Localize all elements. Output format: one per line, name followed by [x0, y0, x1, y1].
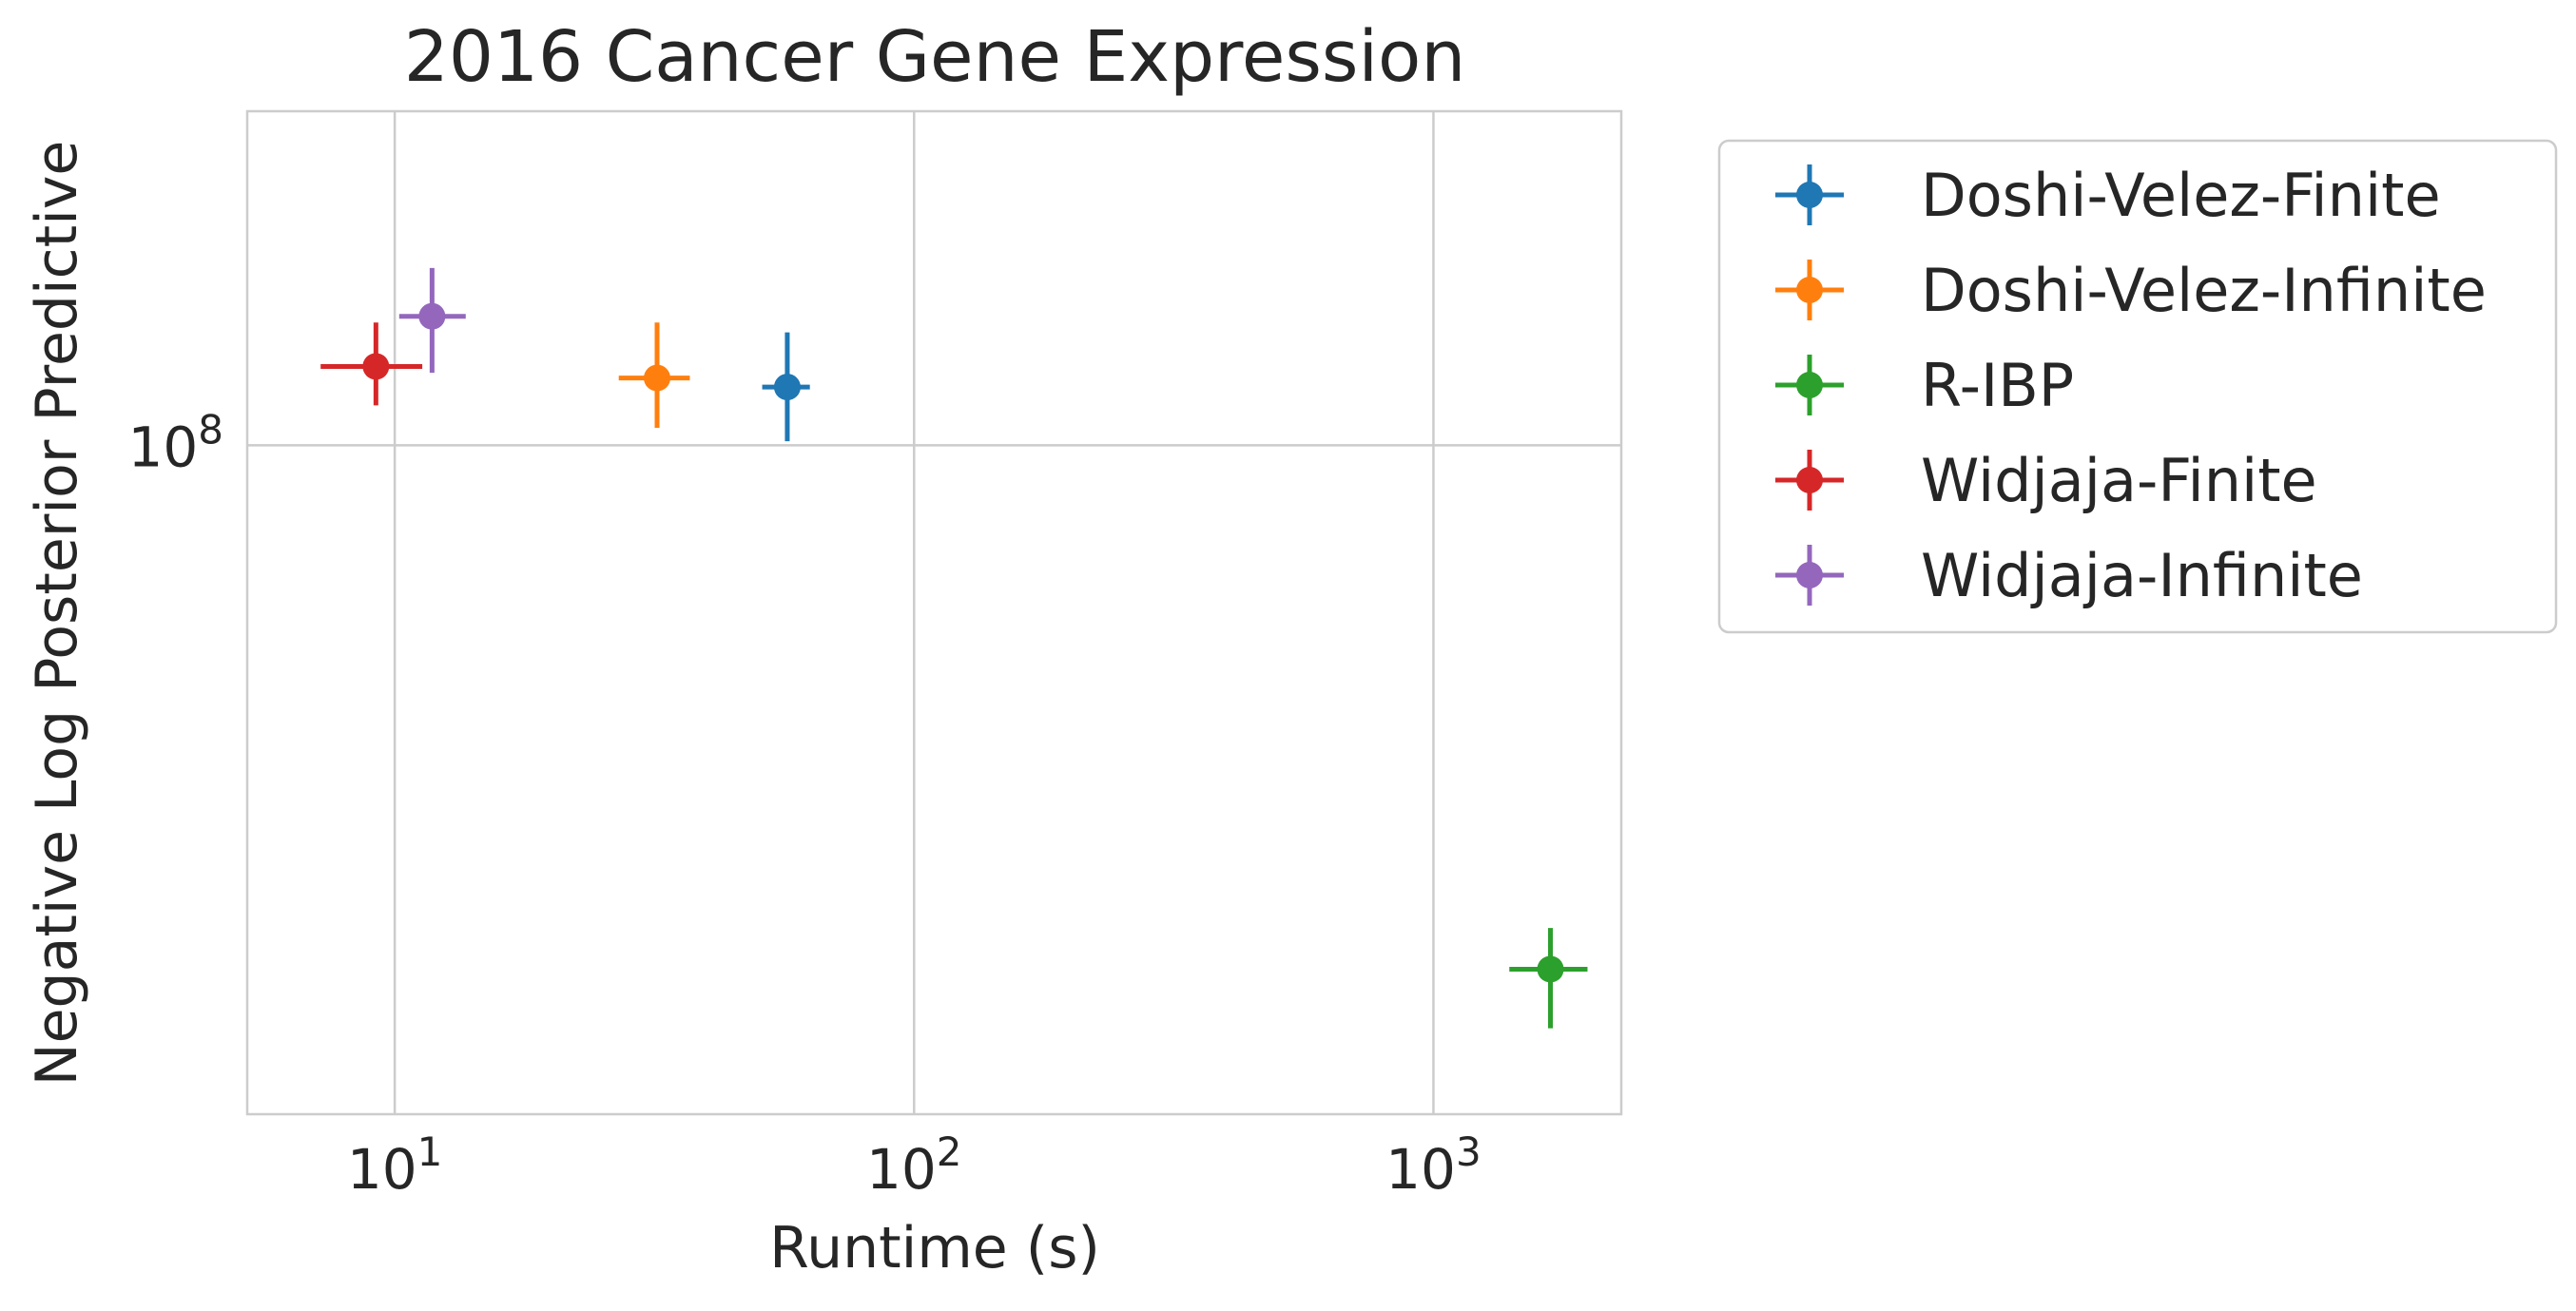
legend-label-widjaja-finite: Widjaja-Finite — [1921, 446, 2317, 515]
data-point-r-ibp — [1537, 955, 1564, 983]
legend: Doshi-Velez-Finite Doshi-Velez-Infinite R-… — [1717, 139, 2558, 634]
legend-item-widjaja-finite: Widjaja-Finite — [1775, 446, 2317, 515]
legend-items: Doshi-Velez-Finite Doshi-Velez-Infinite R-… — [1775, 161, 2487, 610]
legend-marker-widjaja-finite — [1796, 467, 1823, 493]
legend-item-doshi-velez-finite: Doshi-Velez-Finite — [1775, 161, 2441, 230]
legend-item-r-ibp: R-IBP — [1775, 351, 2074, 420]
chart-title: 2016 Cancer Gene Expression — [404, 16, 1465, 98]
x-tick-label-1: 102 — [866, 1128, 962, 1202]
legend-item-widjaja-infinite: Widjaja-Infinite — [1775, 541, 2363, 610]
y-tick-label-0: 108 — [127, 406, 223, 479]
legend-marker-doshi-velez-finite — [1796, 182, 1823, 208]
data-point-doshi-velez-finite — [773, 374, 801, 401]
series-widjaja-finite — [320, 322, 423, 406]
legend-label-r-ibp: R-IBP — [1921, 351, 2074, 420]
legend-marker-widjaja-infinite — [1796, 562, 1823, 588]
data-points — [320, 267, 1588, 1029]
legend-label-widjaja-infinite: Widjaja-Infinite — [1921, 541, 2363, 610]
legend-frame — [1717, 139, 2558, 634]
legend-marker-r-ibp — [1796, 372, 1823, 398]
legend-marker-doshi-velez-infinite — [1796, 277, 1823, 303]
legend-label-doshi-velez-finite: Doshi-Velez-Finite — [1921, 161, 2441, 230]
x-tick-label-0: 101 — [347, 1128, 443, 1202]
series-widjaja-infinite — [398, 267, 466, 374]
x-tick-label-2: 103 — [1385, 1128, 1482, 1202]
x-axis-label: Runtime (s) — [769, 1215, 1100, 1282]
legend-label-doshi-velez-infinite: Doshi-Velez-Infinite — [1921, 256, 2487, 325]
data-point-doshi-velez-infinite — [644, 364, 671, 392]
series-doshi-velez-infinite — [618, 322, 690, 429]
data-point-widjaja-infinite — [418, 302, 446, 330]
series-doshi-velez-finite — [762, 332, 810, 442]
plot-area-frame — [245, 109, 1623, 1116]
data-point-widjaja-finite — [362, 353, 390, 380]
series-r-ibp — [1509, 928, 1588, 1029]
grid-lines — [247, 111, 1621, 1114]
y-axis-label: Negative Log Posterior Predictive — [24, 141, 90, 1087]
legend-item-doshi-velez-infinite: Doshi-Velez-Infinite — [1775, 256, 2487, 325]
tick-labels: 101 102 103 108 — [127, 406, 1481, 1202]
